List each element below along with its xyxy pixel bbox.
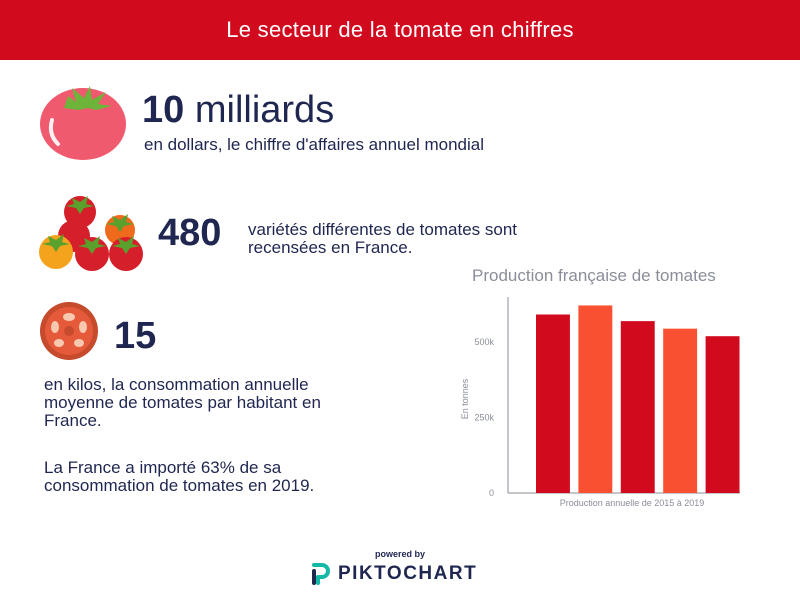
y-tick-label: 0 <box>489 488 494 498</box>
bar <box>578 305 613 493</box>
bar <box>536 314 570 493</box>
stat2-description: variétés différentes de tomates sont rec… <box>248 220 518 257</box>
y-tick-label: 250k <box>474 413 494 423</box>
y-axis-label: En tonnes <box>460 378 470 419</box>
bar-chart: 0 250k 500k En tonnes Production annuelle de… <box>460 297 740 508</box>
stat2-number: 480 <box>158 212 222 254</box>
stat3-description: en kilos, la consommation annuelle moyen… <box>44 375 321 430</box>
stat1-number: 10 <box>142 89 185 131</box>
piktochart-logo-icon <box>312 563 330 585</box>
header-banner: Le secteur de la tomate en chiffres <box>0 0 800 60</box>
bar <box>620 321 655 493</box>
stat1-unit: milliards <box>194 89 335 131</box>
tomato-icon <box>40 86 126 160</box>
piktochart-brand[interactable]: PIKTOCHART <box>310 563 477 585</box>
x-axis-label: Production annuelle de 2015 à 2019 <box>560 498 705 508</box>
bar <box>663 328 698 493</box>
tomato-slice-icon <box>40 302 98 360</box>
stat3-number: 15 <box>114 315 157 357</box>
powered-by-label: powered by <box>374 549 425 559</box>
chart-title: Production française de tomates <box>472 266 716 285</box>
y-tick-label: 500k <box>474 337 494 347</box>
page-title: Le secteur de la tomate en chiffres <box>226 17 574 42</box>
bar <box>705 336 740 493</box>
cherry-tomatoes-icon <box>39 196 143 271</box>
stat1-value: 10 milliards <box>142 90 334 130</box>
stat4-description: La France a importé 63% de sa consommati… <box>44 458 315 495</box>
piktochart-wordmark: PIKTOCHART <box>338 563 478 584</box>
stat1-description: en dollars, le chiffre d'affaires annuel… <box>144 135 484 154</box>
